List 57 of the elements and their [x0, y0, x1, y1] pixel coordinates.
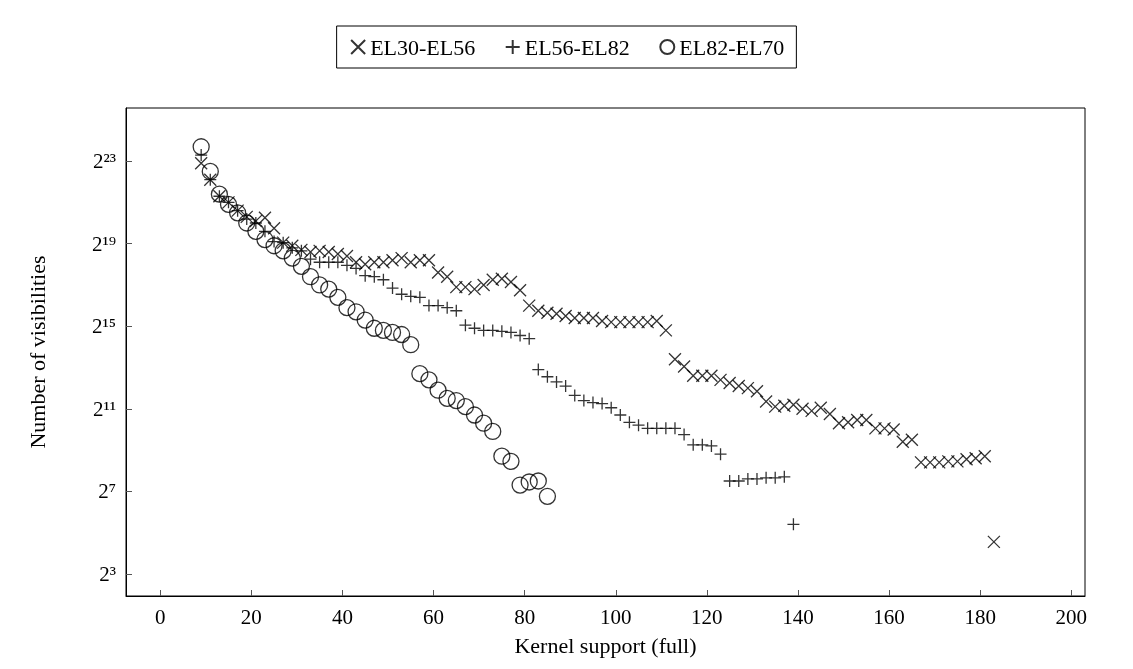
point — [329, 288, 347, 306]
point — [356, 311, 374, 329]
point — [429, 381, 447, 399]
point — [493, 447, 511, 465]
y-tick-label: 2⁷ — [98, 479, 116, 504]
point — [320, 280, 338, 298]
point — [474, 414, 493, 432]
point — [201, 162, 219, 181]
point — [420, 371, 438, 389]
y-axis-title: Number of visibilities — [24, 255, 50, 449]
point — [347, 303, 365, 321]
y-tick-label: 2¹¹ — [92, 396, 116, 421]
y-tick-label: 2²³ — [92, 149, 116, 174]
x-axis-title: Kernel support (full) — [514, 632, 697, 658]
x-tick-label: 100 — [600, 604, 632, 629]
point — [292, 257, 311, 275]
point — [192, 138, 210, 156]
x-tick-label: 0 — [154, 604, 166, 629]
legend-label: EL56-EL82 — [524, 34, 630, 60]
point — [238, 214, 256, 232]
point — [383, 323, 402, 342]
x-tick-label: 120 — [691, 604, 723, 629]
point — [283, 249, 301, 267]
x-tick-label: 180 — [964, 604, 996, 629]
point — [502, 452, 520, 470]
y-tick-label: 2³ — [99, 561, 116, 586]
point — [402, 336, 420, 354]
point — [392, 325, 411, 344]
point — [256, 230, 274, 249]
point — [529, 472, 547, 490]
point — [274, 242, 292, 260]
point — [511, 476, 529, 494]
point — [484, 422, 502, 441]
y-tick-label: 2¹⁵ — [91, 314, 116, 339]
x-tick-label: 40 — [331, 604, 353, 629]
x-tick-label: 200 — [1055, 604, 1088, 629]
point — [301, 268, 320, 286]
legend-label: EL30-EL56 — [370, 34, 476, 60]
point — [374, 321, 393, 340]
x-tick-label: 80 — [514, 604, 536, 629]
point — [438, 389, 456, 408]
point — [310, 276, 329, 294]
y-tick-label: 2¹⁹ — [91, 231, 116, 256]
point — [247, 222, 265, 240]
point — [520, 473, 538, 491]
x-tick-label: 160 — [873, 604, 905, 629]
point — [456, 397, 475, 416]
x-tick-label: 140 — [782, 604, 814, 629]
point — [338, 299, 356, 317]
point — [411, 365, 429, 383]
legend-label: EL82-EL70 — [679, 34, 785, 60]
x-tick-label: 60 — [423, 604, 445, 629]
x-tick-label: 20 — [240, 604, 262, 629]
point — [538, 487, 557, 505]
point — [365, 319, 383, 337]
point — [465, 406, 484, 424]
point — [447, 391, 465, 410]
